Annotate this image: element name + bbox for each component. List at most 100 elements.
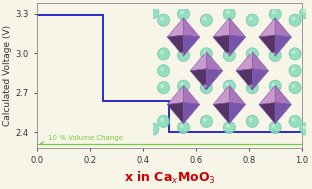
Polygon shape xyxy=(190,69,207,90)
Circle shape xyxy=(223,80,236,92)
Polygon shape xyxy=(229,35,246,56)
Circle shape xyxy=(269,80,281,92)
Circle shape xyxy=(246,48,258,60)
Y-axis label: Calculated Voltage (V): Calculated Voltage (V) xyxy=(3,25,12,126)
Circle shape xyxy=(249,50,252,54)
Circle shape xyxy=(246,14,258,26)
X-axis label: x in Ca$_x$MoO$_3$: x in Ca$_x$MoO$_3$ xyxy=(124,169,215,186)
Circle shape xyxy=(200,81,212,94)
Circle shape xyxy=(177,49,190,62)
Polygon shape xyxy=(167,35,183,56)
Polygon shape xyxy=(183,35,200,56)
Circle shape xyxy=(223,8,236,20)
Circle shape xyxy=(289,48,301,60)
Circle shape xyxy=(158,115,170,128)
Circle shape xyxy=(158,48,170,60)
Circle shape xyxy=(269,8,281,20)
Circle shape xyxy=(160,118,164,122)
Circle shape xyxy=(292,17,295,20)
Circle shape xyxy=(177,80,190,92)
Circle shape xyxy=(203,118,207,122)
Text: 10 % Volume Change: 10 % Volume Change xyxy=(41,135,123,145)
Polygon shape xyxy=(236,52,252,71)
Circle shape xyxy=(289,115,301,128)
Circle shape xyxy=(177,121,190,134)
Polygon shape xyxy=(229,85,246,105)
Circle shape xyxy=(226,52,230,56)
Circle shape xyxy=(147,123,159,135)
Circle shape xyxy=(289,14,301,26)
Circle shape xyxy=(269,121,281,134)
Circle shape xyxy=(246,115,258,128)
Circle shape xyxy=(300,123,312,135)
Circle shape xyxy=(158,14,170,26)
Circle shape xyxy=(292,50,295,54)
Circle shape xyxy=(180,52,184,56)
Polygon shape xyxy=(190,52,207,71)
Polygon shape xyxy=(252,52,269,71)
Polygon shape xyxy=(167,18,183,37)
Circle shape xyxy=(272,124,275,128)
Circle shape xyxy=(180,83,184,86)
Circle shape xyxy=(180,11,184,14)
Polygon shape xyxy=(252,69,269,90)
Polygon shape xyxy=(183,85,200,105)
Circle shape xyxy=(149,9,153,13)
Polygon shape xyxy=(275,35,291,56)
Circle shape xyxy=(203,84,207,88)
Polygon shape xyxy=(213,35,229,56)
Polygon shape xyxy=(213,85,229,105)
Circle shape xyxy=(272,52,275,56)
Circle shape xyxy=(289,81,301,94)
Polygon shape xyxy=(275,103,291,124)
Circle shape xyxy=(203,17,207,20)
Circle shape xyxy=(226,124,230,128)
Polygon shape xyxy=(213,18,229,37)
Polygon shape xyxy=(207,69,223,90)
Polygon shape xyxy=(213,103,229,124)
Circle shape xyxy=(160,84,164,88)
Circle shape xyxy=(226,11,230,14)
Circle shape xyxy=(272,11,275,14)
Circle shape xyxy=(249,17,252,20)
Circle shape xyxy=(200,48,212,60)
Polygon shape xyxy=(229,18,246,37)
Polygon shape xyxy=(259,35,275,56)
Circle shape xyxy=(292,84,295,88)
Circle shape xyxy=(149,126,153,129)
Circle shape xyxy=(223,49,236,62)
Circle shape xyxy=(200,14,212,26)
Polygon shape xyxy=(183,18,200,37)
Circle shape xyxy=(180,124,184,128)
Polygon shape xyxy=(167,85,183,105)
Circle shape xyxy=(177,8,190,20)
Circle shape xyxy=(269,49,281,62)
Circle shape xyxy=(302,9,306,13)
Polygon shape xyxy=(259,85,275,105)
Circle shape xyxy=(249,84,252,88)
Circle shape xyxy=(160,67,164,71)
Circle shape xyxy=(300,6,312,19)
Polygon shape xyxy=(167,103,183,124)
Circle shape xyxy=(223,121,236,134)
Circle shape xyxy=(203,50,207,54)
Polygon shape xyxy=(236,69,252,90)
Circle shape xyxy=(292,118,295,122)
Circle shape xyxy=(302,126,306,129)
Polygon shape xyxy=(259,18,275,37)
Circle shape xyxy=(200,115,212,128)
Polygon shape xyxy=(207,52,223,71)
Circle shape xyxy=(289,65,301,77)
Circle shape xyxy=(158,81,170,94)
Circle shape xyxy=(160,50,164,54)
Circle shape xyxy=(246,81,258,94)
Circle shape xyxy=(147,6,159,19)
Polygon shape xyxy=(275,18,291,37)
Polygon shape xyxy=(275,85,291,105)
Circle shape xyxy=(226,83,230,86)
Circle shape xyxy=(249,118,252,122)
Circle shape xyxy=(272,83,275,86)
Polygon shape xyxy=(259,103,275,124)
Polygon shape xyxy=(183,103,200,124)
Polygon shape xyxy=(229,103,246,124)
